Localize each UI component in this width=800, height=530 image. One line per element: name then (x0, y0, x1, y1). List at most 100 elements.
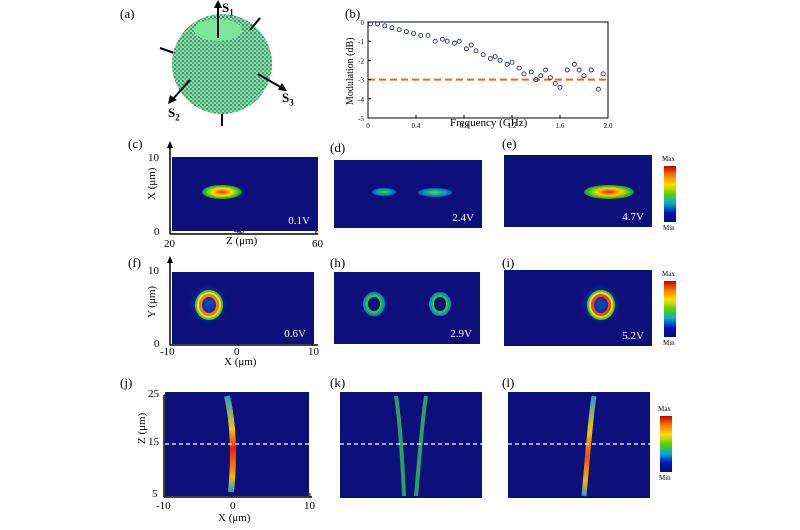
colorbar-row1 (664, 166, 676, 222)
x-tick-label: 1.2 (508, 122, 517, 130)
y-tick-label: -1 (358, 38, 364, 46)
data-point (367, 21, 373, 27)
axis-s1-label: S1 (222, 0, 234, 18)
row3-ytick-25: 25 (148, 388, 159, 400)
row2-ytick-top: 10 (148, 265, 159, 277)
colorbar-row2 (664, 281, 676, 337)
field-map-j (165, 392, 309, 496)
colorbar-row1-min: Min (663, 224, 675, 232)
x-tick-label: 0.4 (412, 122, 421, 130)
data-point (504, 61, 510, 67)
x-tick-label: 2.0 (604, 122, 613, 130)
data-point (444, 38, 450, 44)
axis-s3-arrow (257, 73, 283, 89)
field-map-e: 4.7V (504, 155, 652, 227)
frequency-xlabel: Frequency (GHz) (450, 117, 528, 129)
row1-ytick-bottom: 0 (154, 226, 160, 238)
row3-xtick-neg10: -10 (156, 500, 171, 512)
panel-b-label: (b) (345, 6, 361, 21)
data-point (480, 52, 486, 58)
data-point (497, 57, 503, 63)
field-map-c: 0.1V (172, 157, 318, 231)
panel-j-label: (j) (120, 375, 133, 390)
row1-axes (167, 141, 318, 235)
data-point (564, 67, 570, 73)
data-point (576, 67, 582, 73)
data-point (521, 71, 527, 77)
data-point (411, 31, 417, 36)
row2-xlabel: X (μm) (224, 356, 257, 368)
data-point (492, 54, 498, 60)
data-point (600, 71, 606, 77)
panel-k-label: (k) (330, 375, 346, 390)
data-point (571, 61, 577, 67)
row2-xtick-neg10: -10 (160, 346, 175, 358)
panel-d-label: (d) (330, 140, 346, 155)
y-tick-label: -4 (358, 96, 364, 104)
data-point (432, 38, 438, 44)
y-tick-label: 0 (361, 19, 365, 27)
data-point (382, 23, 388, 29)
data-point (425, 32, 431, 38)
plot-frame (367, 21, 609, 119)
sphere-dots (172, 14, 272, 114)
panel-i-label: (i) (502, 255, 515, 270)
x-tick-label: 0.8 (460, 122, 469, 130)
panel-c-label: (c) (128, 136, 143, 151)
x-tick-label: 1.6 (556, 122, 565, 130)
data-point (375, 21, 381, 27)
data-point (468, 42, 474, 48)
colorbar-row2-max: Max (662, 270, 675, 278)
poincare-sphere-figure (159, 0, 287, 126)
data-point (473, 48, 479, 54)
data-point (528, 69, 534, 75)
row1-xtick-60: 60 (312, 238, 323, 250)
voltage-h: 2.9V (450, 328, 472, 340)
data-point (509, 59, 515, 65)
field-map-k (340, 392, 482, 498)
data-point (463, 46, 469, 52)
data-point (439, 36, 445, 42)
voltage-c: 0.1V (288, 215, 310, 227)
panel-h-label: (h) (330, 255, 346, 270)
field-map-h: 2.9V (334, 272, 480, 344)
axis-s3-label: S3 (282, 90, 294, 108)
row3-xtick-0: 0 (230, 500, 236, 512)
field-map-f: 0.6V (172, 272, 314, 344)
row3-xlabel: X (μm) (218, 512, 251, 524)
data-point (418, 32, 424, 38)
row3-ytick-15: 15 (148, 436, 159, 448)
row2-ylabel: Y (μm) (146, 285, 158, 318)
y-tick-label: -5 (358, 115, 364, 123)
data-point (533, 77, 539, 83)
colorbar-row3-min: Min (659, 474, 671, 482)
row3-ytick-5: 5 (152, 488, 158, 500)
panel-l-label: (l) (502, 375, 515, 390)
colorbar-row1-max: Max (662, 155, 675, 163)
data-point (396, 27, 402, 33)
data-point (552, 80, 558, 86)
panel-a-label: (a) (120, 6, 135, 21)
data-point (543, 67, 549, 73)
row2-xtick-10: 10 (308, 346, 319, 358)
voltage-f: 0.6V (284, 328, 306, 340)
colorbar-row3-max: Max (658, 405, 671, 413)
data-point (588, 67, 594, 73)
data-point (547, 75, 553, 81)
row3-ylabel: Z (μm) (136, 412, 148, 444)
voltage-i: 5.2V (622, 330, 644, 342)
row2-ytick-bottom: 0 (154, 338, 160, 350)
data-point (581, 73, 587, 79)
x-tick-label: 0 (366, 122, 370, 130)
modulation-ylabel: Modulation (dB) (345, 37, 356, 106)
data-point (389, 25, 395, 31)
y-tick-label: -2 (358, 57, 364, 65)
row1-xtick-20: 20 (164, 238, 175, 250)
y-tick-label: -3 (358, 77, 364, 85)
data-point (456, 38, 462, 44)
data-point (595, 86, 601, 92)
field-map-l (508, 392, 650, 498)
axis-s2-arrow (171, 79, 191, 101)
modulation-chart: 0 -1 -2 -3 -4 -5 0 0.4 0.8 1.2 1.6 2.0 (358, 19, 613, 130)
panel-e-label: (e) (502, 136, 517, 151)
